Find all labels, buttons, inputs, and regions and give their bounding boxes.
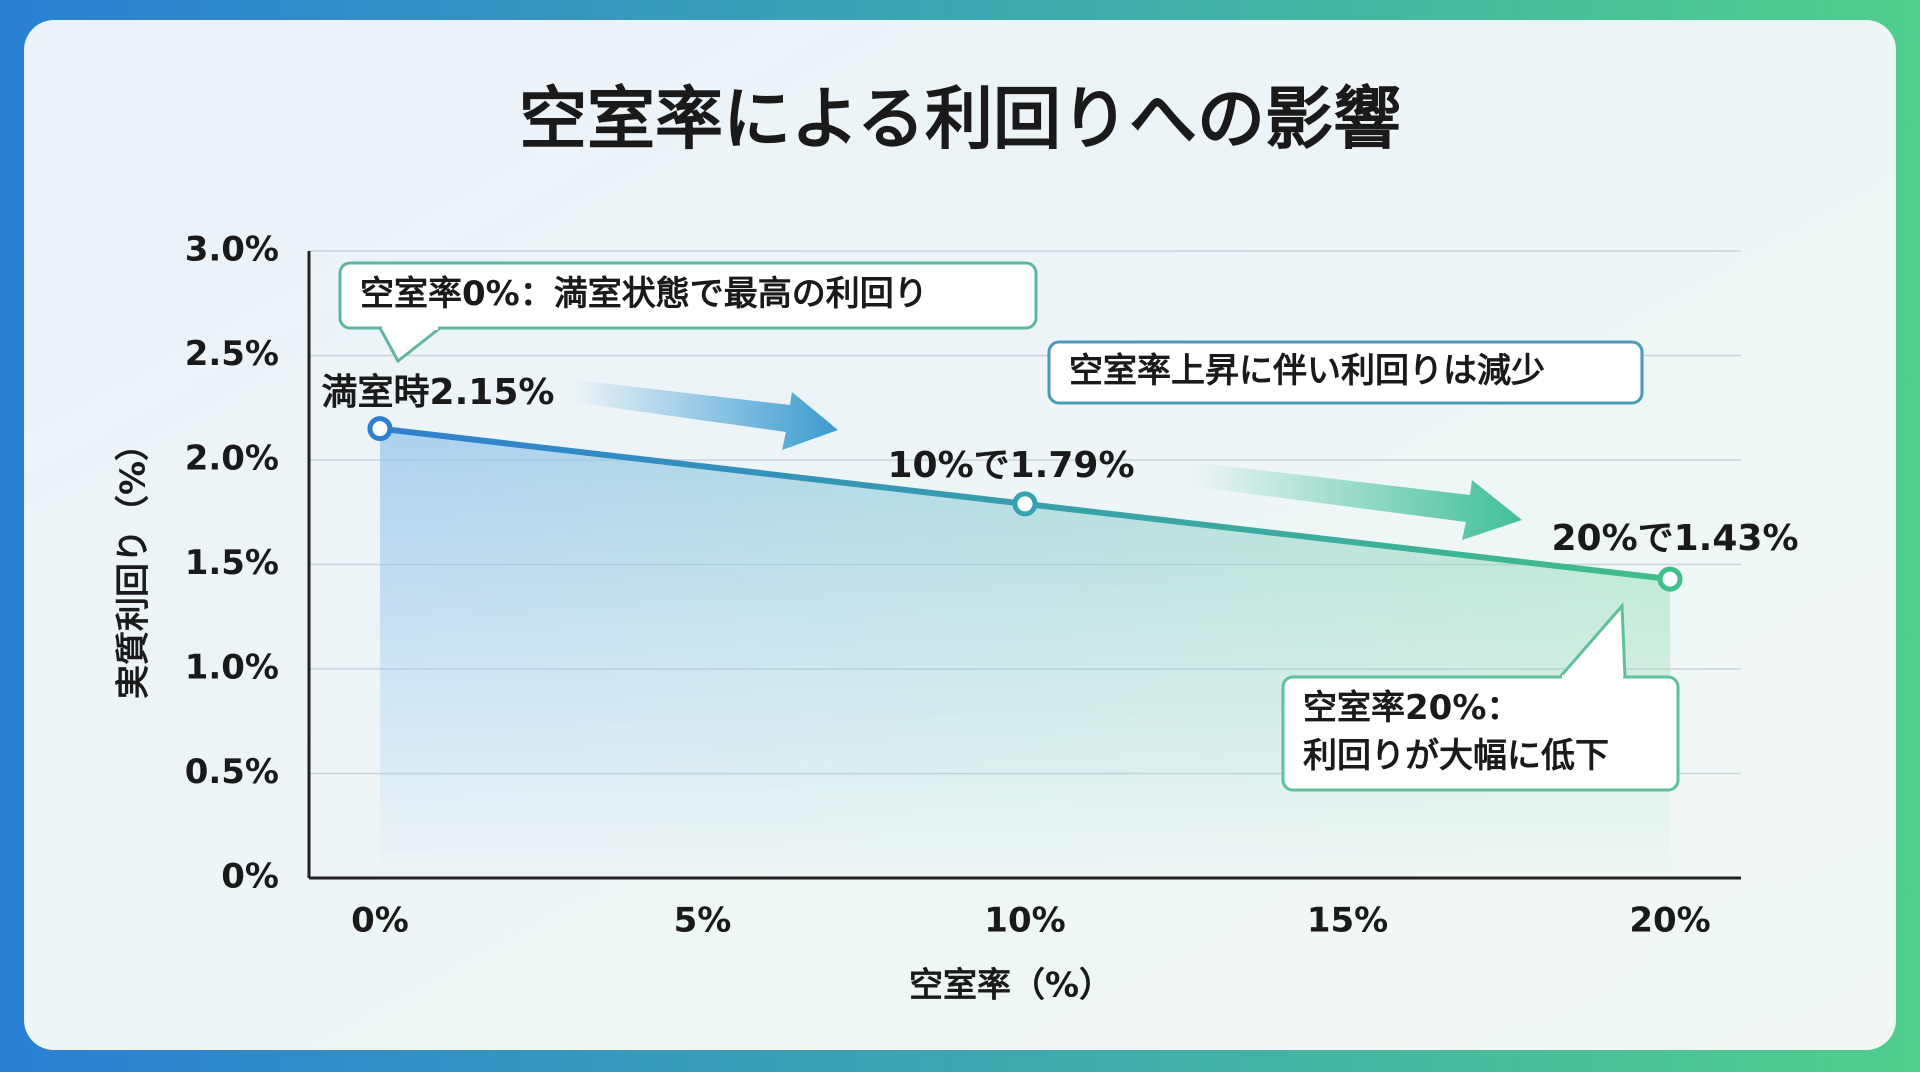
callout-text: 空室率上昇に伴い利回りは減少 [1069,351,1545,391]
x-tick-label: 20% [1629,901,1710,941]
x-tick-label: 10% [984,901,1065,941]
trend-arrow [572,380,838,450]
y-tick-label: 1.0% [185,648,279,688]
y-tick-label: 0% [221,857,279,897]
callout-text: 利回りが大幅に低下 [1303,736,1609,776]
x-tick-label: 5% [674,901,732,941]
value-label: 10%で1.79% [887,445,1134,486]
callout-box [1047,340,1644,405]
value-label: 満室時2.15% [322,372,555,413]
point [1657,566,1683,592]
value-label: 20%で1.43% [1551,518,1798,559]
y-tick-label: 3.0% [185,230,279,270]
point [1012,491,1038,517]
trend-arrow [1190,462,1522,540]
y-tick-label: 2.0% [185,439,279,479]
callout-tail [378,326,441,364]
callout-box [338,261,1038,330]
chart-title: 空室率による利回りへの影響 [519,81,1401,160]
callout-tail [1558,602,1627,678]
y-tick-label: 2.5% [185,334,279,374]
y-tick-label: 1.5% [185,543,279,583]
y-tick-label: 0.5% [185,752,279,792]
x-axis-title: 空室率（%） [909,966,1113,1006]
x-tick-label: 0% [351,901,409,941]
point [367,416,393,442]
callout-text: 空室率0%：満室状態で最高の利回り [360,274,928,314]
callout-text: 空室率20%： [1303,688,1520,728]
callout-box [1281,675,1680,792]
x-tick-label: 15% [1307,901,1388,941]
y-axis-title: 実質利回り（%） [114,427,154,699]
